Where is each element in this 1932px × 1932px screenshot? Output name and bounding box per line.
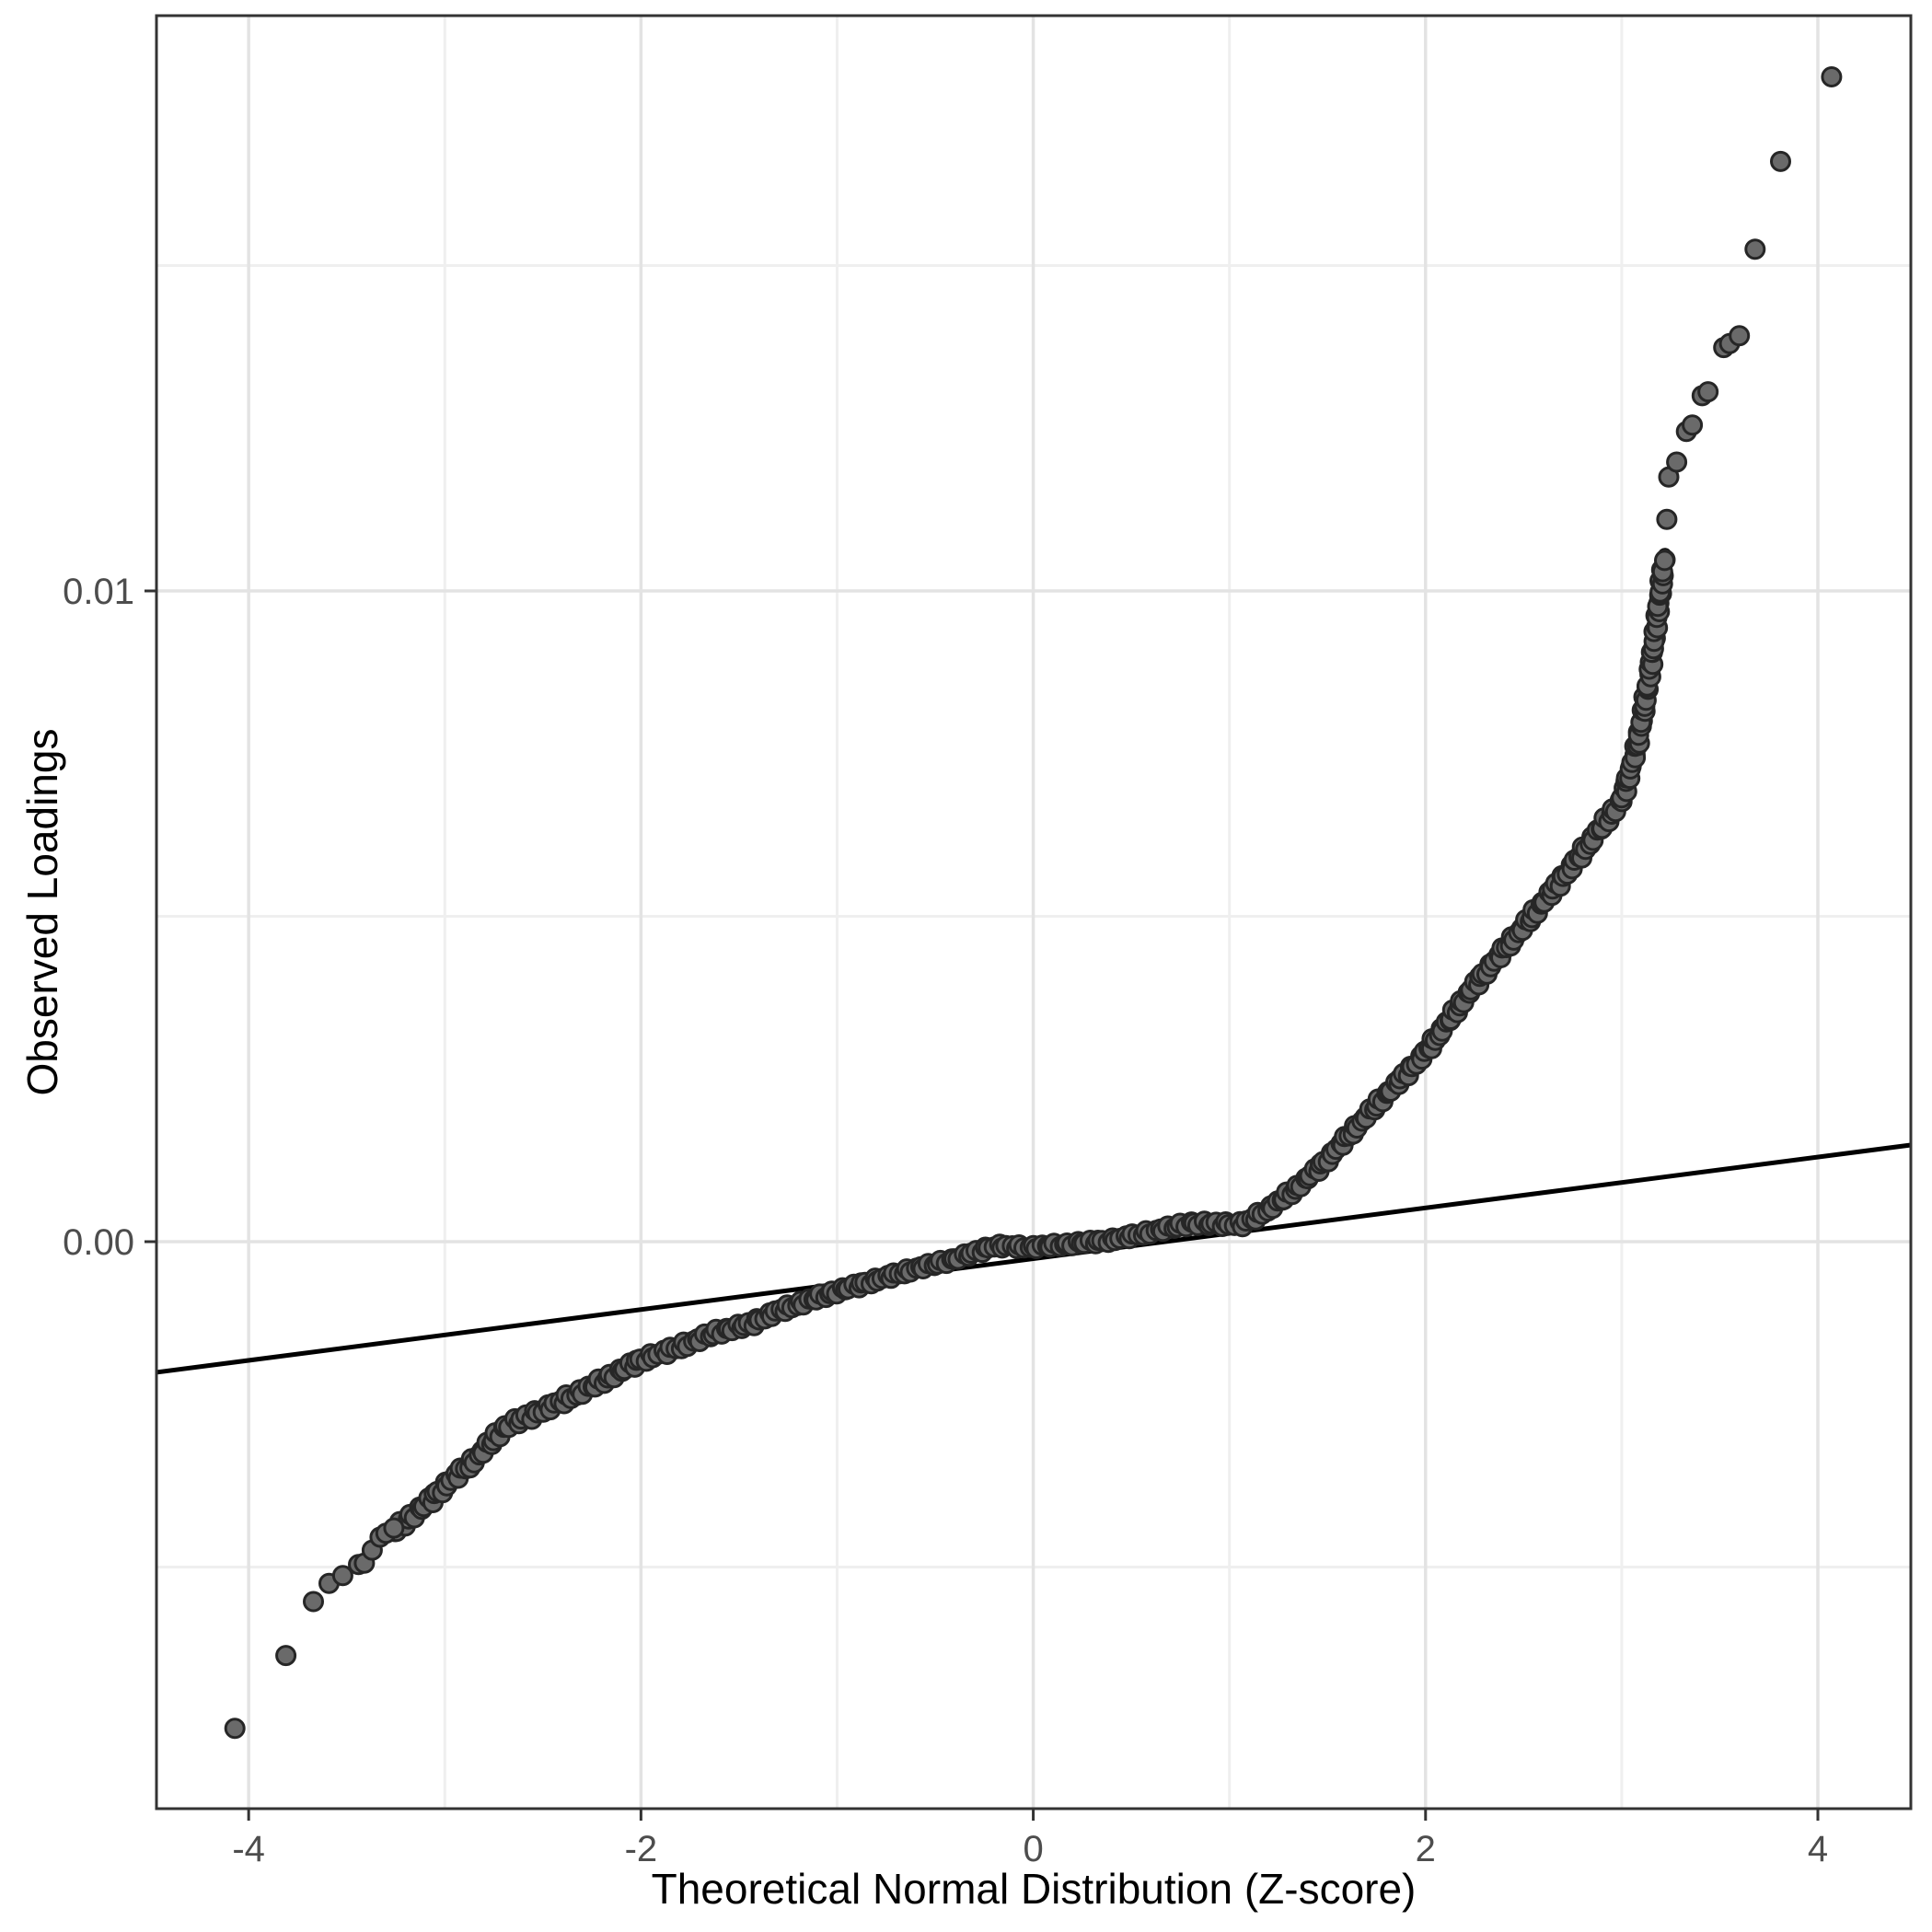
qq-point — [275, 1645, 297, 1667]
qq-point — [1654, 550, 1675, 572]
x-tick-label: 0 — [1023, 1829, 1043, 1869]
qq-point — [1744, 238, 1766, 260]
qq-point — [331, 1565, 353, 1587]
y-tick-label: 0.00 — [63, 1222, 134, 1263]
qq-point — [383, 1517, 405, 1539]
qq-point — [1682, 414, 1704, 436]
x-tick-label: 2 — [1416, 1829, 1436, 1869]
axes: -4 -2 0 2 4 0.00 0.01 — [63, 572, 1828, 1869]
qq-tail-points — [224, 66, 1843, 1740]
qq-point — [1821, 66, 1843, 87]
qq-point — [224, 1718, 246, 1740]
x-tick-label: -4 — [232, 1829, 265, 1869]
x-tick-label: -2 — [625, 1829, 658, 1869]
qq-point — [1729, 325, 1751, 347]
qq-point — [1770, 150, 1791, 172]
gridlines-major — [156, 16, 1911, 1809]
qq-point — [303, 1591, 324, 1613]
qq-point — [1697, 381, 1719, 403]
x-axis-title: Theoretical Normal Distribution (Z-score… — [652, 1865, 1417, 1913]
qq-point — [1666, 451, 1688, 473]
x-tick-label: 4 — [1808, 1829, 1828, 1869]
qq-point — [1656, 508, 1678, 530]
y-axis-title: Observed Loadings — [18, 729, 66, 1096]
y-tick-label: 0.01 — [63, 572, 134, 612]
